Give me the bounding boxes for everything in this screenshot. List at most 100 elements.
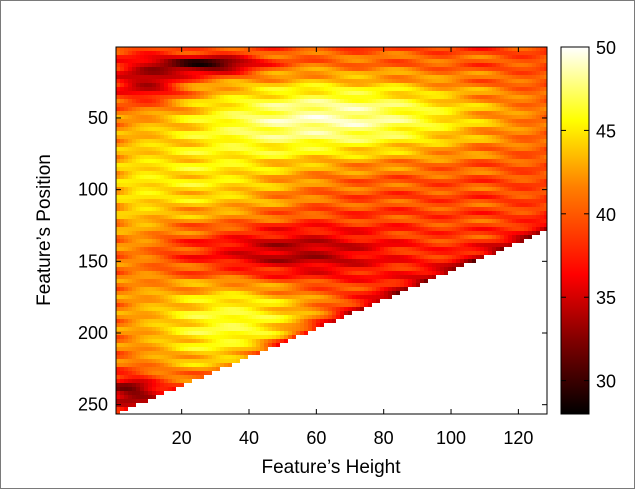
heatmap-cell: [244, 131, 249, 136]
heatmap-cell: [440, 175, 445, 180]
heatmap-cell: [260, 67, 265, 72]
heatmap-cell: [408, 223, 413, 228]
heatmap-cell: [128, 147, 133, 152]
heatmap-cell: [500, 203, 505, 208]
heatmap-cell: [460, 55, 465, 60]
heatmap-cell: [448, 87, 453, 92]
heatmap-cell: [308, 199, 313, 204]
heatmap-cell: [480, 175, 485, 180]
heatmap-cell: [216, 111, 221, 116]
heatmap-cell: [156, 231, 161, 236]
heatmap-cell: [292, 83, 297, 88]
heatmap-cell: [244, 103, 249, 108]
heatmap-cell: [340, 55, 345, 60]
heatmap-cell: [544, 103, 548, 108]
heatmap-cell: [244, 99, 249, 104]
heatmap-cell: [116, 159, 121, 164]
heatmap-cell: [488, 207, 493, 212]
heatmap-cell: [336, 163, 341, 168]
heatmap-cell: [116, 91, 121, 96]
heatmap-cell: [384, 175, 389, 180]
heatmap-cell: [396, 79, 401, 84]
heatmap-cell: [128, 163, 133, 168]
heatmap-cell: [320, 115, 325, 120]
heatmap-cell: [536, 179, 541, 184]
heatmap-cell: [484, 187, 489, 192]
heatmap-cell: [164, 107, 169, 112]
heatmap-cell: [468, 127, 473, 132]
heatmap-cell: [212, 219, 217, 224]
heatmap-cell: [516, 75, 521, 80]
heatmap-cell: [504, 131, 509, 136]
heatmap-cell: [468, 95, 473, 100]
heatmap-cell: [512, 159, 517, 164]
heatmap-cell: [436, 139, 441, 144]
heatmap-cell: [352, 103, 357, 108]
heatmap-cell: [300, 195, 305, 200]
heatmap-cell: [360, 95, 365, 100]
heatmap-cell: [436, 75, 441, 80]
heatmap-cell: [424, 167, 429, 172]
heatmap-cell: [516, 119, 521, 124]
heatmap-cell: [360, 175, 365, 180]
heatmap-cell: [204, 115, 209, 120]
heatmap-cell: [316, 75, 321, 80]
heatmap-cell: [280, 223, 285, 228]
heatmap-cell: [248, 79, 253, 84]
heatmap-cell: [172, 131, 177, 136]
heatmap-cell: [300, 91, 305, 96]
heatmap-cell: [264, 87, 269, 92]
heatmap-cell: [268, 99, 273, 104]
heatmap-cell: [336, 179, 341, 184]
heatmap-cell: [416, 175, 421, 180]
heatmap-cell: [484, 99, 489, 104]
heatmap-cell: [368, 59, 373, 64]
heatmap-cell: [488, 191, 493, 196]
heatmap-cell: [228, 159, 233, 164]
heatmap-cell: [180, 163, 185, 168]
heatmap-cell: [172, 91, 177, 96]
heatmap-cell: [160, 119, 165, 124]
heatmap-cell: [328, 211, 333, 216]
heatmap-cell: [344, 159, 349, 164]
heatmap-cell: [412, 227, 417, 232]
heatmap-cell: [140, 119, 145, 124]
heatmap-cell: [520, 91, 525, 96]
heatmap-cell: [544, 87, 548, 92]
heatmap-cell: [264, 175, 269, 180]
heatmap-cell: [292, 191, 297, 196]
heatmap-cell: [444, 143, 449, 148]
heatmap-cell: [260, 119, 265, 124]
heatmap-cell: [452, 59, 457, 64]
heatmap-cell: [320, 87, 325, 92]
heatmap-cell: [352, 203, 357, 208]
heatmap-cell: [508, 155, 513, 160]
heatmap-cell: [208, 207, 213, 212]
heatmap-cell: [136, 167, 141, 172]
heatmap-cell: [196, 67, 201, 72]
heatmap-cell: [424, 171, 429, 176]
heatmap-cell: [452, 83, 457, 88]
heatmap-cell: [212, 203, 217, 208]
heatmap-cell: [328, 199, 333, 204]
heatmap-cell: [452, 203, 457, 208]
heatmap-cell: [292, 107, 297, 112]
heatmap-cell: [444, 83, 449, 88]
heatmap-cell: [292, 111, 297, 116]
heatmap-cell: [312, 207, 317, 212]
heatmap-cell: [140, 187, 145, 192]
heatmap-cell: [416, 67, 421, 72]
heatmap-cell: [148, 183, 153, 188]
heatmap-cell: [328, 67, 333, 72]
heatmap-cell: [264, 95, 269, 100]
heatmap-cell: [336, 187, 341, 192]
heatmap-cell: [264, 119, 269, 124]
heatmap-cell: [324, 227, 329, 232]
heatmap-cell: [432, 107, 437, 112]
heatmap-cell: [336, 59, 341, 64]
heatmap-cell: [312, 131, 317, 136]
heatmap-cell: [532, 159, 537, 164]
heatmap-cell: [356, 199, 361, 204]
heatmap-cell: [296, 99, 301, 104]
heatmap-cell: [444, 59, 449, 64]
